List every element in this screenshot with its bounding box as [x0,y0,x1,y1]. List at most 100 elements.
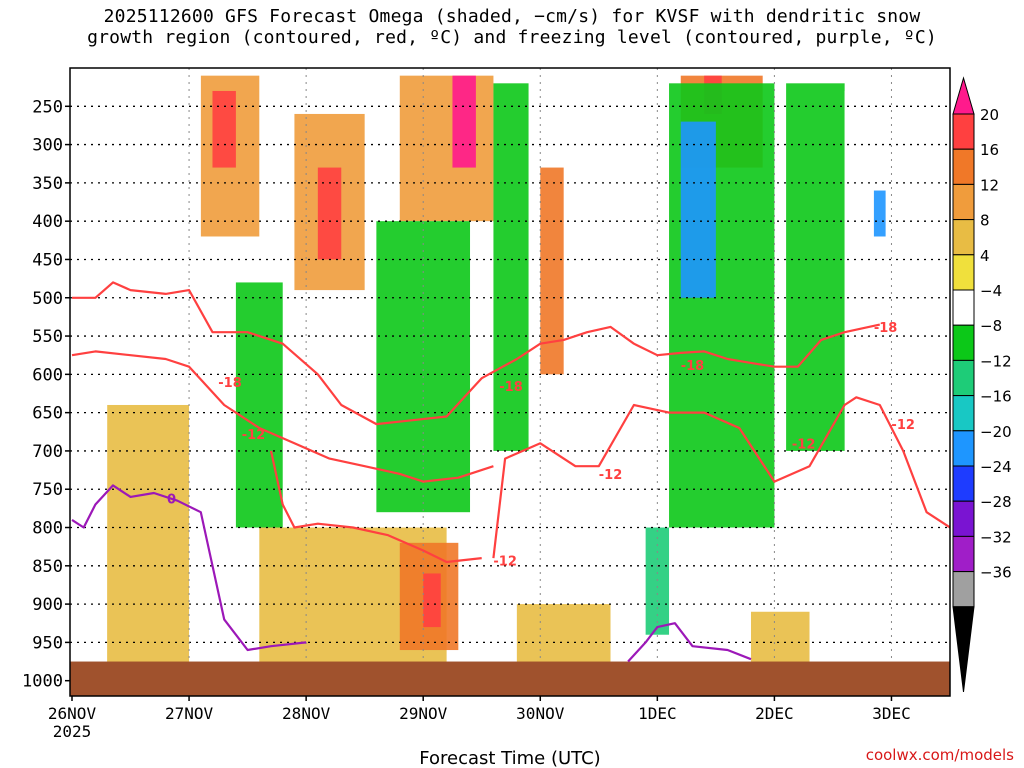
y-tick-label-800: 800 [32,519,63,539]
contour-label-9: 0 [167,492,176,507]
colorbar-box-4 [952,219,975,256]
y-tick-label-250: 250 [32,97,63,117]
omega-cell-21 [786,83,845,451]
x-tick-label-28NOV: 28NOV [282,704,331,723]
colorbar-label-0: 20 [980,106,999,124]
colorbar-label-6: −8 [980,317,1002,335]
x-tick-label-2DEC: 2DEC [755,704,794,723]
omega-cell-12 [423,573,441,628]
colorbar-box-5 [952,254,975,291]
colorbar-box-3 [952,183,975,221]
colorbar-top-arrow [952,76,975,115]
colorbar-label-1: 16 [980,141,999,159]
omega-cell-20 [680,121,716,298]
contour-0 [72,281,881,426]
colorbar-box-7 [952,324,975,361]
colorbar-box-10 [952,430,975,467]
colorbar-label-9: −20 [980,423,1012,441]
contour-label-4: -12 [242,428,266,443]
colorbar-label-4: 4 [980,247,990,265]
x-tick-label-26NOV: 26NOV [48,704,97,723]
contour-label-1: -18 [499,380,523,395]
contour-label-7: -12 [792,437,816,452]
contour-label-5: -12 [493,554,517,569]
colorbar-box-14 [952,571,975,608]
omega-cell-15 [177,68,201,260]
colorbar-label-2: 12 [980,176,999,194]
colorbar-box-6 [952,289,975,326]
omega-shading [72,68,939,674]
contour-4 [71,484,307,652]
x-tick-label-29NOV: 29NOV [399,704,448,723]
omega-cell-9 [107,404,190,674]
omega-cell-25 [645,527,670,635]
colorbar-label-11: −28 [980,493,1012,511]
omega-cell-1 [212,90,236,168]
terrain-ground [70,661,950,696]
y-tick-label-600: 600 [32,365,63,385]
omega-cell-16 [235,282,283,528]
colorbar-label-8: −16 [980,388,1012,406]
colorbar-box-1 [952,113,975,150]
x-tick-sublabel: 2025 [53,722,92,741]
y-tick-label-300: 300 [32,136,63,156]
contour-3 [492,396,950,559]
contour-5 [627,622,752,663]
contour-1 [71,350,494,483]
ground-fill [70,661,950,696]
x-axis-label: Forecast Time (UTC) [419,748,600,768]
y-tick-label-550: 550 [32,327,63,347]
x-tick-label-3DEC: 3DEC [872,704,911,723]
y-tick-label-500: 500 [32,289,63,309]
omega-cell-23 [873,190,886,237]
colorbar-box-8 [952,359,975,397]
x-tick-label-27NOV: 27NOV [165,704,214,723]
omega-cell-4 [399,75,494,222]
y-tick-label-850: 850 [32,557,63,577]
y-tick-label-650: 650 [32,404,63,424]
omega-cell-18 [493,83,529,451]
colorbar-label-10: −24 [980,458,1012,476]
contour-label-3: -18 [874,321,898,336]
y-tick-label-1000: 1000 [22,672,63,692]
colorbar-label-13: −36 [980,564,1012,582]
contour-labels: -18 -18 -18 -18 -12 -12 -12 -12 -12 0 [167,321,915,570]
y-tick-label-350: 350 [32,174,63,194]
y-axis: 250 300 350 400 450 500 550 600 650 700 750 800 850 9… [22,97,70,692]
colorbar-box-2 [952,148,975,185]
colorbar: 20 16 12 8 4 −4 −8 −12 −16 −20 −24 −28 −32 −36 [952,76,1012,693]
colorbar-label-7: −12 [980,352,1012,370]
colorbar-box-9 [952,395,975,432]
y-tick-label-750: 750 [32,480,63,500]
colorbar-label-3: 8 [980,212,990,230]
omega-cell-17 [376,221,471,513]
contour-label-2: -18 [681,359,705,374]
colorbar-bottom-arrow [952,606,975,693]
chart-title-line-2: growth region (contoured, red, ºC) and f… [87,27,937,48]
y-tick-label-700: 700 [32,442,63,462]
chart-title-line-1: 2025112600 GFS Forecast Omega (shaded, −… [103,6,921,27]
contour-label-0: -18 [218,376,242,391]
contour-2 [269,450,482,564]
colorbar-box-12 [952,500,975,537]
omega-cell-5 [452,75,476,168]
y-tick-label-450: 450 [32,250,63,270]
contour-label-8: -12 [891,418,915,433]
y-tick-label-900: 900 [32,595,63,615]
y-tick-label-400: 400 [32,212,63,232]
colorbar-box-11 [952,465,975,502]
y-tick-label-950: 950 [32,633,63,653]
colorbar-label-5: −4 [980,282,1002,300]
plot-frame [69,67,951,697]
omega-cell-3 [317,167,342,260]
omega-cell-6 [540,167,564,375]
colorbar-box-13 [952,535,975,573]
credit-link[interactable]: coolwx.com/models [865,746,1014,764]
x-tick-label-1DEC: 1DEC [638,704,677,723]
contour-label-6: -12 [599,468,623,483]
contour-lines [71,281,950,663]
colorbar-label-12: −32 [980,528,1012,546]
x-tick-label-30NOV: 30NOV [516,704,565,723]
